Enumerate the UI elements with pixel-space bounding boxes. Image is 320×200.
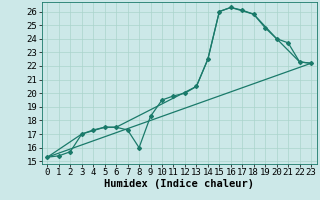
X-axis label: Humidex (Indice chaleur): Humidex (Indice chaleur) — [104, 179, 254, 189]
